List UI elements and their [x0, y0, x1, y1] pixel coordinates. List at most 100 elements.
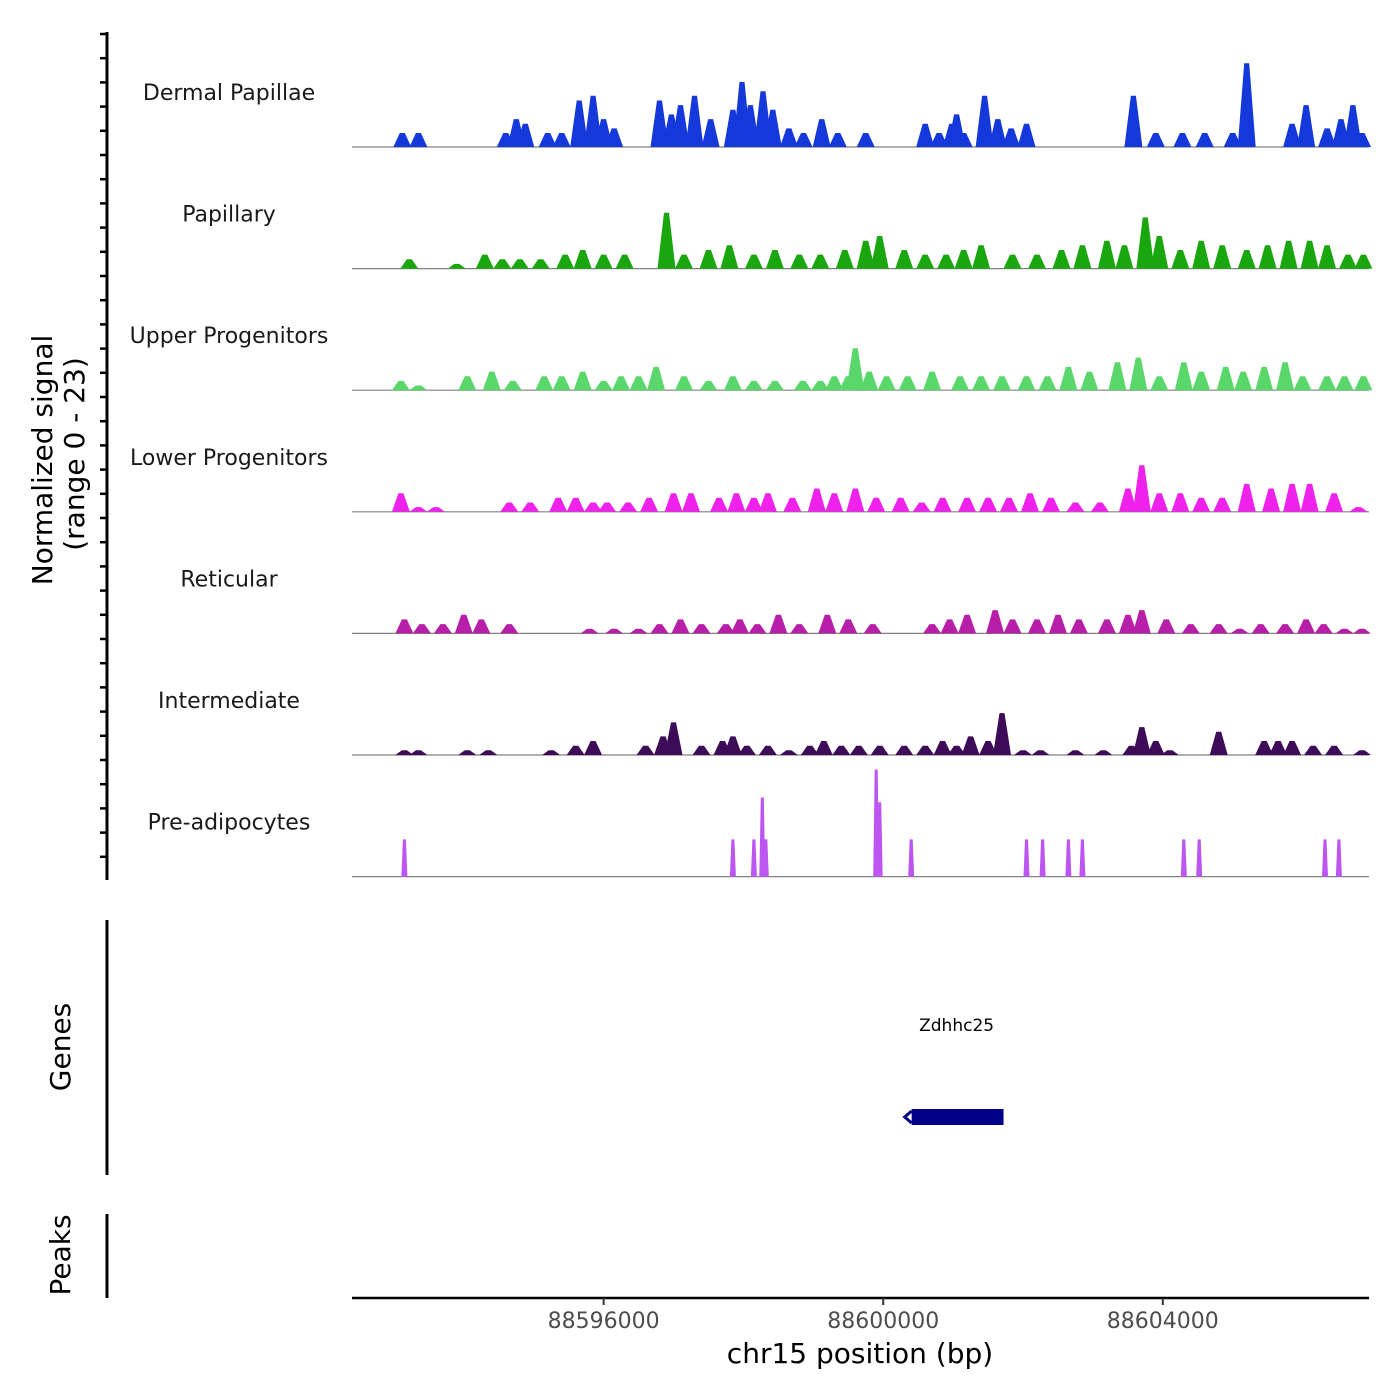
signal-peak: [1021, 493, 1039, 512]
signal-peak: [895, 250, 914, 269]
signal-peak: [846, 488, 865, 512]
track-label: Reticular: [180, 567, 278, 592]
signal-peak: [409, 507, 428, 512]
track-reticular: Reticular: [180, 567, 1371, 635]
signal-peak: [1094, 750, 1113, 755]
signal-peak: [1174, 362, 1193, 391]
signal-peak: [812, 119, 831, 147]
signal-peak: [954, 250, 973, 269]
signal-peak: [573, 371, 592, 391]
x-axis-ticks: 88596000 88600000 88604000: [548, 1298, 1219, 1334]
signal-peak: [482, 371, 501, 391]
signal-peak: [493, 259, 512, 269]
track-pre-adipocytes: Pre-adipocytes: [148, 769, 1369, 878]
signal-peak: [1209, 624, 1228, 634]
tracks-group: Dermal Papillae Papillary Upper Progenitor…: [130, 63, 1373, 878]
signal-peak: [860, 371, 879, 391]
signal-peak: [979, 741, 998, 755]
genes-panel-label: Genes: [44, 1003, 77, 1091]
signal-peak: [395, 619, 414, 634]
signal-peak: [692, 624, 711, 634]
signal-peak: [479, 750, 498, 755]
genes-group: Zdhhc25: [902, 1016, 1004, 1125]
signal-peak: [556, 254, 575, 269]
signal-peak: [640, 497, 659, 512]
signal-peak: [856, 240, 875, 269]
signal-peak: [664, 722, 683, 755]
signal-peak: [629, 376, 648, 391]
signal-peak: [580, 628, 599, 634]
signal-peak: [839, 619, 858, 634]
signal-peak: [1283, 123, 1302, 147]
signal-peak: [1150, 376, 1169, 391]
signal-peak: [566, 745, 585, 755]
signal-peak: [1003, 619, 1022, 634]
signal-peak: [1017, 376, 1036, 391]
signal-peak: [1146, 133, 1165, 147]
signal-peak: [744, 380, 763, 391]
signal-peak: [912, 502, 931, 512]
signal-peak: [1304, 745, 1323, 755]
signal-peak: [395, 750, 414, 755]
signal-peak: [748, 624, 767, 634]
signal-peak: [723, 736, 742, 755]
signal-peak: [516, 123, 535, 147]
gene-body: [911, 1109, 1004, 1125]
signal-peak: [723, 376, 742, 391]
signal-peak: [800, 745, 819, 755]
signal-peak: [958, 497, 977, 512]
signal-peak: [1146, 741, 1165, 755]
signal-peak: [1349, 507, 1368, 512]
signal-peak: [685, 95, 704, 147]
signal-peak: [856, 133, 875, 147]
signal-peak: [1073, 245, 1092, 269]
signal-peak: [1354, 254, 1373, 269]
signal-peak: [930, 133, 949, 147]
signal-peak: [828, 133, 847, 147]
signal-peak: [594, 380, 613, 391]
signal-peak: [671, 619, 690, 634]
signal-peak: [825, 493, 844, 512]
signal-peak: [615, 254, 634, 269]
signal-peak: [811, 254, 830, 269]
signal-peak: [433, 624, 452, 634]
signal-peak: [730, 619, 749, 634]
signal-peak: [500, 502, 519, 512]
signal-peak: [1000, 497, 1018, 512]
signal-peak: [1258, 245, 1277, 269]
signal-peak: [605, 128, 624, 147]
signal-peak: [1283, 741, 1302, 755]
signal-peak: [1251, 624, 1270, 634]
signal-peak: [1353, 628, 1371, 634]
signal-peak: [1150, 493, 1169, 512]
signal-peak: [1157, 619, 1176, 634]
signal-peak: [1017, 123, 1036, 147]
signal-peak: [552, 376, 571, 391]
signal-peak: [763, 109, 782, 147]
signal-peak: [409, 750, 428, 755]
signal-peak: [951, 376, 970, 391]
signal-peak: [1339, 254, 1357, 269]
signal-peak: [1213, 245, 1232, 269]
signal-peak: [1065, 839, 1072, 877]
signal-peak: [542, 750, 561, 755]
signal-peak: [898, 376, 917, 391]
signal-peak: [584, 502, 603, 512]
signal-peak: [1042, 497, 1060, 512]
peaks-panel-label: Peaks: [44, 1214, 77, 1295]
signal-peak: [409, 133, 428, 147]
signal-peak: [1192, 497, 1211, 512]
signal-peak: [870, 236, 889, 269]
signal-peak: [954, 133, 973, 147]
signal-peak: [1297, 619, 1316, 634]
signal-peak: [391, 493, 410, 512]
signal-peak: [811, 380, 830, 391]
signal-peak: [573, 250, 592, 269]
track-label: Lower Progenitors: [130, 446, 328, 471]
signal-peak: [1322, 839, 1328, 877]
signal-peak: [1171, 493, 1190, 512]
signal-axis-title: Normalized signal: [26, 335, 59, 586]
signal-peak: [1066, 502, 1085, 512]
signal-peak: [692, 745, 711, 755]
signal-peak: [1132, 465, 1151, 512]
